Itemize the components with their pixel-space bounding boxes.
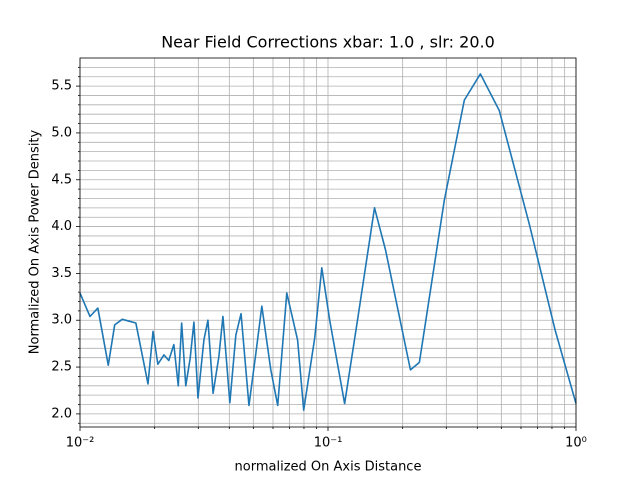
data-line	[79, 73, 577, 411]
y-tick-label: 4.5	[51, 172, 72, 187]
chart-title: Near Field Corrections xbar: 1.0 , slr: …	[161, 33, 495, 52]
plot-frame	[79, 57, 577, 428]
x-tick-label: 10⁰	[565, 436, 587, 451]
y-tick-label: 4.0	[51, 219, 72, 234]
x-tick-label: 10⁻¹	[314, 436, 343, 451]
y-tick-label: 5.5	[51, 79, 72, 94]
y-axis-label: Normalized On Axis Power Density	[28, 129, 43, 354]
y-tick-label: 2.0	[51, 406, 72, 421]
y-tick-label: 3.0	[51, 313, 72, 328]
y-tick-label: 2.5	[51, 360, 72, 375]
x-tick-label: 10⁻²	[66, 436, 95, 451]
y-tick-label: 3.5	[51, 266, 72, 281]
x-axis-label: normalized On Axis Distance	[235, 460, 422, 475]
y-tick-label: 5.0	[51, 125, 72, 140]
